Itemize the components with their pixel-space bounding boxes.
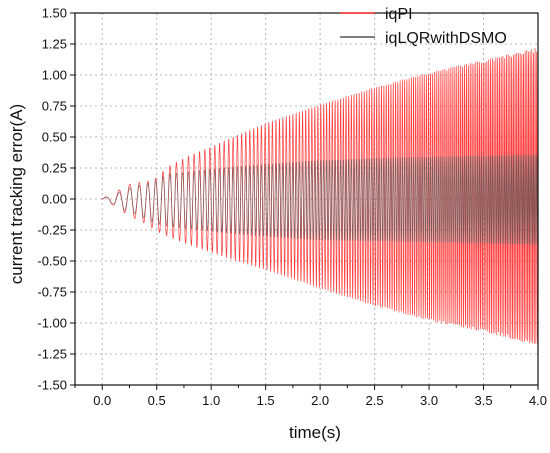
y-tick-label: 0.75 [42, 99, 67, 114]
y-tick-label: 0.00 [42, 192, 67, 207]
x-tick-label: 4.0 [529, 393, 547, 408]
x-tick-label: 1.5 [257, 393, 275, 408]
series-layer [102, 48, 539, 345]
y-tick-label: 0.50 [42, 130, 67, 145]
y-axis-title: current tracking error(A) [7, 104, 26, 284]
x-tick-label: 1.0 [202, 393, 220, 408]
legend-label-iqlqrwithdsmo: iqLQRwithDSMO [385, 30, 507, 47]
y-tick-label: -0.25 [37, 223, 67, 238]
y-tick-label: -1.25 [37, 347, 67, 362]
legend-label-iqpi: iqPI [385, 6, 413, 23]
x-tick-label: 2.0 [311, 393, 329, 408]
y-tick-label: 1.25 [42, 37, 67, 52]
x-tick-label: 2.5 [366, 393, 384, 408]
x-axis-title: time(s) [289, 423, 341, 442]
tick-labels: 0.0 0.5 1.0 1.5 2.0 2.5 3.0 3.5 4.0 -1.50 -1.25 -1.… [37, 6, 547, 409]
axes [70, 12, 539, 390]
x-tick-label: 0.0 [93, 393, 111, 408]
legend: iqPI iqLQRwithDSMO [340, 6, 507, 47]
series-line-1 [102, 154, 539, 246]
y-tick-label: -0.50 [37, 254, 67, 269]
x-tick-label: 3.5 [474, 393, 492, 408]
x-tick-label: 0.5 [148, 393, 166, 408]
y-tick-label: -1.00 [37, 316, 67, 331]
y-tick-label: -1.50 [37, 378, 67, 393]
y-tick-label: 1.00 [42, 68, 67, 83]
x-tick-label: 3.0 [420, 393, 438, 408]
y-tick-label: -0.75 [37, 285, 67, 300]
y-tick-label: 0.25 [42, 161, 67, 176]
y-tick-label: 1.50 [42, 6, 67, 21]
